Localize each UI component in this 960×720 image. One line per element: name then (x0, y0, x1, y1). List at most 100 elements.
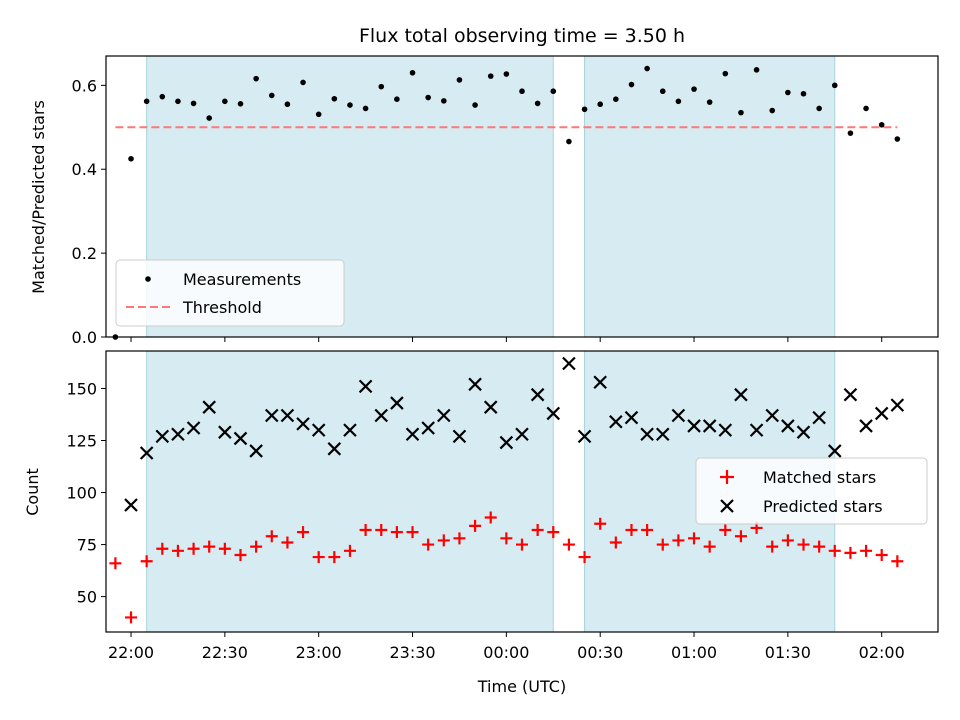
x-tick-label: 00:30 (577, 643, 623, 662)
predicted-star-point (530, 387, 545, 402)
predicted-star-point (186, 421, 201, 435)
legend-label-matched: Matched stars (763, 468, 876, 487)
matched-star-point (578, 551, 591, 564)
x-tick-label: 01:30 (765, 643, 811, 662)
measurement-point (425, 94, 431, 101)
measurement-point (128, 155, 134, 162)
matched-star-point (140, 555, 153, 568)
measurement-point (816, 105, 822, 112)
measurement-point (659, 88, 666, 95)
matched-star-point (531, 524, 544, 537)
measurement-point (222, 98, 228, 105)
matched-star-point (375, 524, 388, 537)
measurement-point (785, 89, 791, 96)
measurement-point (831, 82, 838, 89)
x-tick-label: 23:30 (389, 643, 435, 662)
measurement-point (190, 100, 197, 107)
matched-star-point (719, 524, 732, 537)
predicted-star-point (233, 431, 248, 446)
matched-star-point (218, 542, 231, 555)
predicted-star-point (311, 423, 326, 437)
predicted-star-point (828, 444, 842, 458)
measurement-point (268, 92, 275, 99)
predicted-star-point (718, 423, 733, 437)
matched-star-point (250, 540, 263, 553)
legend-marker-predicted (720, 499, 734, 513)
y-tick-label: 0.4 (72, 160, 97, 179)
top-x-ticks (130, 337, 883, 342)
matched-star-point (891, 555, 904, 568)
predicted-star-point (546, 406, 561, 421)
measurement-point (503, 71, 510, 77)
legend-label-predicted: Predicted stars (763, 497, 883, 516)
measurement-point (143, 98, 150, 105)
measurement-point (753, 67, 760, 73)
y-tick-label: 50 (77, 588, 97, 607)
predicted-star-point (421, 421, 435, 435)
predicted-star-point (155, 429, 170, 444)
predicted-star-point (358, 379, 373, 394)
measurement-point (722, 70, 729, 77)
measurement-point (441, 98, 447, 104)
predicted-star-point (593, 375, 607, 389)
y-tick-label: 125 (66, 432, 97, 451)
predicted-star-point (343, 423, 357, 437)
predicted-star-point (296, 417, 310, 431)
y-tick-label: 100 (66, 484, 97, 503)
top-y-ticks: 0.0 0.2 0.4 0.6 (72, 76, 106, 347)
measurement-point (300, 79, 306, 86)
matched-star-point (469, 519, 482, 532)
predicted-star-point (859, 419, 873, 433)
predicted-star-point (249, 444, 263, 458)
x-tick-label: 00:00 (483, 643, 529, 662)
matched-star-point (828, 544, 841, 557)
measurement-point (534, 100, 541, 107)
matched-star-point (641, 524, 654, 537)
predicted-star-point (843, 387, 858, 402)
legend-marker-matched (720, 470, 734, 484)
matched-star-point (516, 538, 528, 551)
legend-label-measurements: Measurements (183, 270, 301, 289)
x-tick-label: 23:00 (296, 643, 342, 662)
predicted-star-point (327, 442, 342, 456)
matched-star-point (688, 532, 701, 545)
predicted-star-point (139, 446, 154, 460)
bottom-legend: Matched stars Predicted stars (695, 457, 928, 525)
measurement-point (519, 88, 525, 95)
y-tick-label: 0.6 (72, 76, 97, 95)
predicted-star-point (796, 425, 811, 439)
predicted-star-point (468, 377, 482, 392)
measurement-point (456, 77, 463, 83)
bottom-legend-box (695, 457, 928, 525)
predicted-stars-points (124, 356, 905, 512)
predicted-star-point (890, 398, 905, 412)
matched-star-point (171, 544, 184, 557)
predicted-star-point (671, 408, 686, 423)
predicted-star-point (171, 427, 185, 442)
matched-star-point (422, 538, 435, 551)
bottom-plot-frame (105, 350, 939, 633)
matched-star-point (187, 542, 200, 555)
predicted-star-point (702, 419, 717, 433)
matched-star-point (844, 546, 857, 559)
shaded-interval-1 (146, 351, 554, 632)
matched-star-point (328, 551, 341, 564)
matched-star-point (109, 557, 122, 570)
matched-star-point (766, 540, 779, 553)
predicted-star-point (437, 408, 451, 423)
measurement-point (159, 93, 166, 100)
predicted-star-point (483, 400, 498, 414)
predicted-star-point (655, 427, 670, 442)
matched-stars-points (109, 511, 904, 624)
matched-star-point (813, 540, 826, 553)
measurement-point (472, 102, 478, 108)
measurement-point (206, 115, 213, 121)
top-legend: Measurements Threshold (115, 259, 345, 327)
measurement-point (863, 105, 869, 112)
x-tick-label: 22:30 (202, 643, 248, 662)
measurement-points (112, 65, 901, 340)
measurement-point (378, 83, 385, 90)
measurement-point (628, 81, 635, 88)
matched-star-point (406, 526, 419, 539)
measurement-point (878, 121, 885, 128)
